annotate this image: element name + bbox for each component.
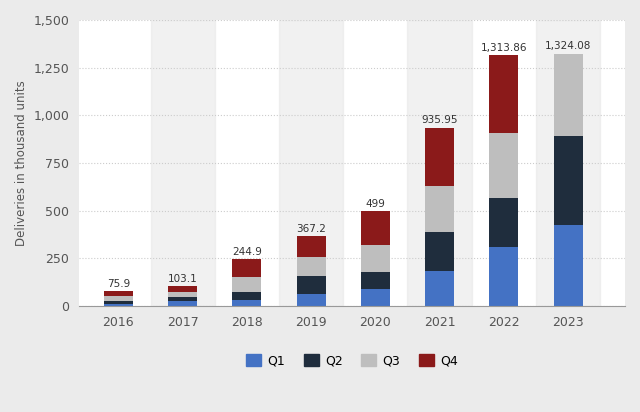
Bar [297, 236, 326, 257]
Bar [279, 20, 343, 306]
Bar [232, 259, 261, 276]
Bar [490, 56, 518, 133]
Bar [104, 291, 133, 296]
Bar [490, 198, 518, 247]
Bar [361, 289, 390, 306]
Legend: Q1, Q2, Q3, Q4: Q1, Q2, Q3, Q4 [241, 349, 463, 372]
Bar [232, 300, 261, 306]
Y-axis label: Deliveries in thousand units: Deliveries in thousand units [15, 80, 28, 246]
Bar [554, 54, 582, 136]
Bar [536, 20, 600, 306]
Text: 1,313.86: 1,313.86 [481, 43, 527, 53]
Bar [490, 247, 518, 306]
Bar [554, 136, 582, 225]
Bar [168, 292, 197, 297]
Bar [297, 257, 326, 276]
Bar [297, 294, 326, 306]
Bar [168, 286, 197, 292]
Text: 367.2: 367.2 [296, 224, 326, 234]
Bar [361, 245, 390, 272]
Bar [232, 293, 261, 300]
Text: 1,324.08: 1,324.08 [545, 41, 591, 51]
Bar [297, 276, 326, 294]
Bar [425, 232, 454, 271]
Bar [104, 301, 133, 304]
Bar [150, 20, 215, 306]
Text: 75.9: 75.9 [107, 279, 130, 289]
Bar [408, 20, 472, 306]
Text: 103.1: 103.1 [168, 274, 198, 284]
Bar [104, 304, 133, 306]
Bar [168, 301, 197, 306]
Bar [361, 272, 390, 289]
Text: 244.9: 244.9 [232, 247, 262, 257]
Bar [104, 296, 133, 301]
Bar [168, 297, 197, 301]
Bar [232, 276, 261, 293]
Bar [425, 186, 454, 232]
Text: 499: 499 [365, 199, 385, 208]
Bar [425, 271, 454, 306]
Bar [361, 211, 390, 245]
Text: 935.95: 935.95 [421, 115, 458, 125]
Bar [490, 133, 518, 198]
Bar [554, 225, 582, 306]
Bar [425, 127, 454, 186]
